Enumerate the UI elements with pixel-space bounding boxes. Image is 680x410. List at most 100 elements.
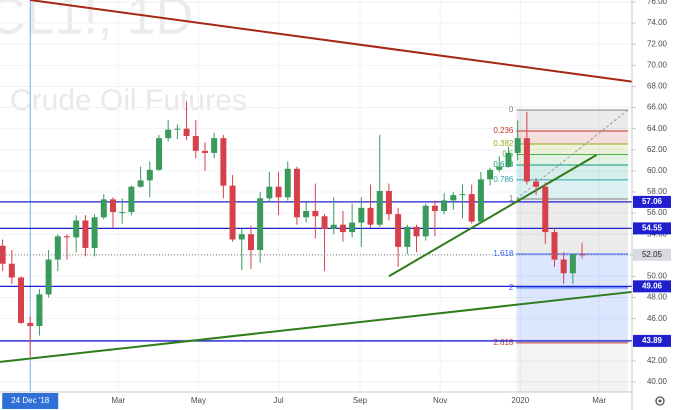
settings-icon[interactable] <box>655 396 665 406</box>
fib-label: 2.618 <box>493 338 514 347</box>
candle-body <box>174 128 181 130</box>
level-label: 43.89 <box>642 336 663 345</box>
fib-band <box>516 143 629 155</box>
trend-line <box>0 290 633 363</box>
candle-body <box>533 181 540 187</box>
level-label-box <box>633 222 671 235</box>
y-tick-label: 70.00 <box>647 60 668 69</box>
candle-body <box>514 138 521 153</box>
candle-body <box>8 263 15 278</box>
candle-body <box>395 214 402 247</box>
candle-body <box>284 168 291 198</box>
candle-body <box>551 232 558 260</box>
x-tick-label: Mar <box>592 396 606 405</box>
fib-label: 1.618 <box>493 249 514 258</box>
x-tick-label: 2020 <box>511 396 529 405</box>
trend-line <box>388 154 598 278</box>
candle-body <box>137 180 144 187</box>
candle-body <box>422 205 429 237</box>
fib-band <box>516 287 629 343</box>
fib-label: 2 <box>509 283 514 292</box>
fib-label: 0.236 <box>493 126 514 135</box>
candle-body <box>119 212 126 214</box>
candle-body <box>339 224 346 233</box>
y-tick-label: 64.00 <box>647 124 668 133</box>
candle-body <box>45 259 52 295</box>
y-tick-label: 74.00 <box>647 18 668 27</box>
level-label: 54.55 <box>642 224 663 233</box>
candle-body <box>523 138 530 182</box>
y-tick-label: 56.00 <box>647 208 668 217</box>
candle-body <box>64 236 71 238</box>
candle-body <box>431 205 438 211</box>
candle-body <box>201 150 208 153</box>
candle-body <box>468 194 475 222</box>
fib-label: 0 <box>509 105 514 114</box>
candle-body <box>27 322 34 327</box>
candle-body <box>220 138 227 186</box>
candle-body <box>36 294 43 327</box>
candle-body <box>275 186 282 198</box>
fib-trend <box>516 109 629 200</box>
fib-label: 1 <box>509 194 514 203</box>
y-tick-label: 58.00 <box>647 187 668 196</box>
fib-band <box>516 164 629 180</box>
y-tick-label: 62.00 <box>647 145 668 154</box>
y-tick-label: 40.00 <box>647 377 668 386</box>
candle-body <box>165 129 172 139</box>
candle-body <box>487 169 494 180</box>
candle-body <box>385 190 392 215</box>
candle-body <box>560 259 567 274</box>
fib-label: 0.618 <box>493 160 514 169</box>
candle-body <box>459 194 466 196</box>
y-tick-label: 72.00 <box>647 39 668 48</box>
candle-body <box>229 185 236 240</box>
candle-body <box>183 128 190 137</box>
candle-body <box>293 168 300 218</box>
level-label: 49.06 <box>642 281 663 290</box>
time-axis-panel <box>0 392 632 410</box>
candle-body <box>496 166 503 170</box>
candle-body <box>303 210 310 218</box>
candle-body <box>100 199 107 218</box>
candle-body <box>128 186 135 213</box>
watermark-name: Crude Oil Futures <box>10 84 247 117</box>
y-tick-label: 68.00 <box>647 82 668 91</box>
y-tick-label: 60.00 <box>647 166 668 175</box>
candle-body <box>349 222 356 233</box>
candle-body <box>54 236 61 260</box>
fib-band <box>516 154 629 165</box>
candle-body <box>404 226 411 247</box>
x-tick-label: Jul <box>273 396 283 405</box>
level-label-box <box>633 280 671 293</box>
fib-label: 0.786 <box>493 175 514 184</box>
fib-band <box>516 109 629 131</box>
fib-band <box>516 130 629 144</box>
level-label: 57.06 <box>642 197 663 206</box>
candle-body <box>266 186 273 199</box>
y-tick-label: 66.00 <box>647 103 668 112</box>
candle-body <box>321 216 328 229</box>
fib-extension <box>516 342 629 392</box>
candle-body <box>450 195 457 201</box>
candle-body <box>477 179 484 222</box>
candle-body <box>211 138 218 153</box>
fib-band <box>516 198 629 254</box>
x-tick-label: Sep <box>353 396 368 405</box>
candle-body <box>413 226 420 237</box>
last-price-box <box>633 248 671 261</box>
level-label-box <box>633 334 671 347</box>
candle-body <box>146 169 153 181</box>
candle-body <box>569 254 576 274</box>
candle-body <box>376 190 383 225</box>
candle-body <box>312 210 319 217</box>
candle-body <box>192 136 199 151</box>
x-tick-label: 24 Dec '18 <box>11 396 50 405</box>
last-price-label: 52.05 <box>642 250 663 259</box>
candle-body <box>330 224 337 229</box>
y-tick-label: 42.00 <box>647 356 668 365</box>
candle-body <box>247 234 254 251</box>
trend-line <box>30 0 633 83</box>
